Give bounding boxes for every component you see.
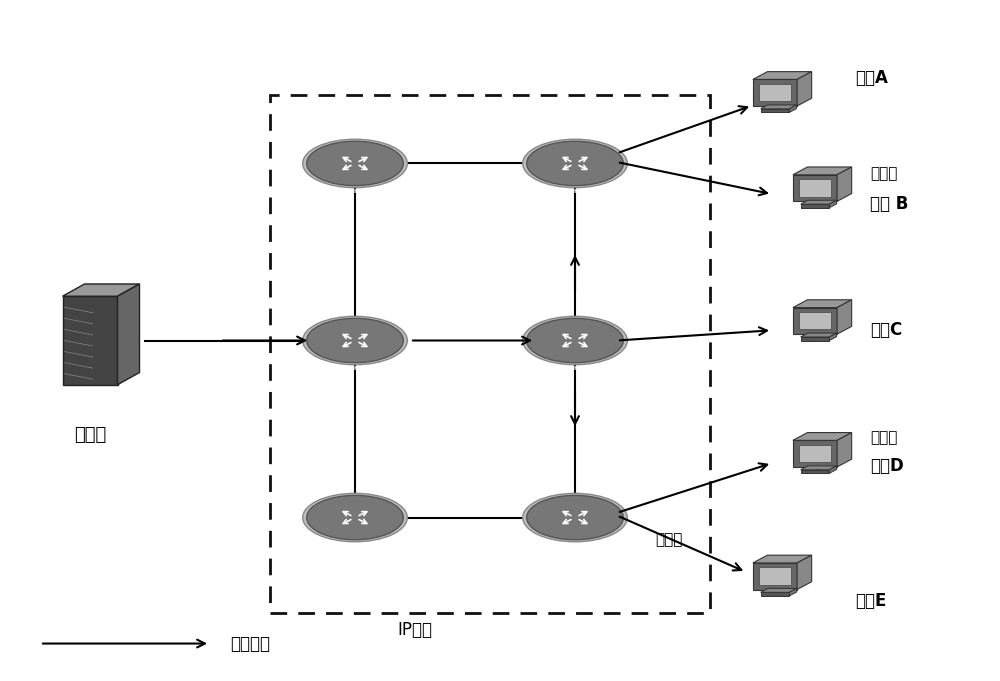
Ellipse shape	[527, 318, 623, 363]
Polygon shape	[753, 555, 812, 563]
Text: 主朿 B: 主朿 B	[870, 195, 908, 213]
Polygon shape	[753, 563, 797, 590]
Ellipse shape	[527, 495, 623, 540]
Polygon shape	[829, 200, 837, 208]
Ellipse shape	[523, 139, 627, 188]
Polygon shape	[793, 432, 852, 441]
Ellipse shape	[303, 139, 407, 188]
Ellipse shape	[307, 495, 403, 540]
Polygon shape	[837, 300, 852, 334]
Polygon shape	[837, 167, 852, 202]
Text: 主朿A: 主朿A	[855, 69, 888, 87]
Text: SOHO: SOHO	[565, 543, 585, 548]
Polygon shape	[761, 588, 797, 592]
Polygon shape	[797, 555, 812, 590]
Polygon shape	[761, 105, 797, 109]
Polygon shape	[801, 337, 829, 340]
Polygon shape	[793, 300, 852, 308]
Ellipse shape	[303, 493, 407, 542]
Ellipse shape	[307, 318, 403, 363]
Polygon shape	[753, 72, 812, 80]
Polygon shape	[761, 109, 789, 112]
Polygon shape	[789, 588, 797, 596]
Text: IP网络: IP网络	[398, 621, 432, 639]
Polygon shape	[793, 167, 852, 175]
Polygon shape	[118, 284, 139, 385]
Polygon shape	[793, 175, 837, 202]
Bar	[759, 84, 791, 101]
Text: SOHO: SOHO	[345, 189, 365, 194]
Text: SOHO: SOHO	[345, 366, 365, 371]
Polygon shape	[829, 333, 837, 340]
Text: SOHO: SOHO	[565, 366, 585, 371]
Text: 组播源: 组播源	[74, 426, 106, 443]
Polygon shape	[837, 432, 852, 467]
Text: SOHO: SOHO	[345, 543, 365, 548]
Ellipse shape	[527, 141, 623, 186]
Polygon shape	[62, 296, 118, 385]
Bar	[799, 445, 831, 462]
Text: SOHO: SOHO	[565, 189, 585, 194]
Polygon shape	[801, 466, 837, 470]
Ellipse shape	[303, 316, 407, 365]
Polygon shape	[801, 204, 829, 208]
Polygon shape	[829, 466, 837, 473]
Text: 主朿E: 主朿E	[855, 592, 886, 609]
Polygon shape	[801, 470, 829, 473]
Bar	[799, 179, 831, 197]
Text: 主朿C: 主朿C	[870, 321, 902, 339]
Ellipse shape	[523, 493, 627, 542]
Ellipse shape	[523, 316, 627, 365]
Text: 接收端: 接收端	[870, 166, 897, 181]
Text: 组播数据: 组播数据	[230, 635, 270, 652]
Polygon shape	[801, 200, 837, 204]
Text: 主朿D: 主朿D	[870, 458, 904, 475]
Polygon shape	[793, 441, 837, 467]
Bar	[270, 95, 710, 613]
Polygon shape	[761, 592, 789, 596]
Polygon shape	[801, 333, 837, 337]
Text: 接收端: 接收端	[870, 430, 897, 445]
Bar	[759, 567, 791, 585]
Polygon shape	[793, 308, 837, 334]
Polygon shape	[789, 105, 797, 112]
Bar	[799, 312, 831, 330]
Polygon shape	[797, 72, 812, 106]
Ellipse shape	[307, 141, 403, 186]
Text: 接收端: 接收端	[655, 532, 682, 547]
Polygon shape	[753, 80, 797, 106]
Polygon shape	[62, 284, 139, 296]
